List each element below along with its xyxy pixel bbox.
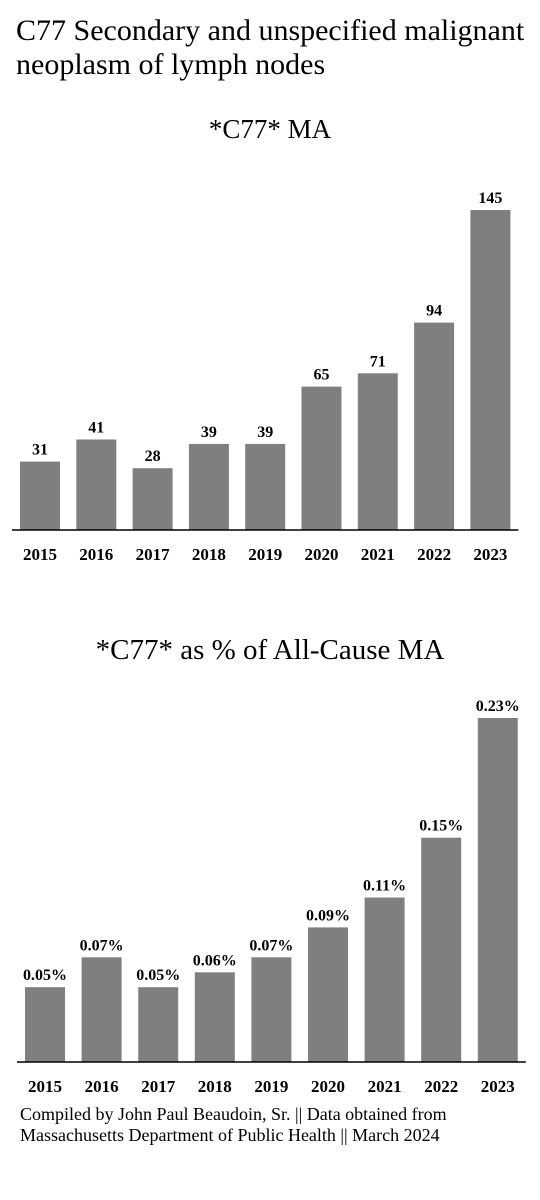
- data-label-2018: 39: [201, 424, 217, 441]
- x-tick-label-2018: 2018: [198, 1077, 232, 1096]
- bar-2016: [76, 439, 117, 530]
- x-tick-label-2022: 2022: [424, 1077, 458, 1096]
- data-label-2021: 0.11%: [363, 878, 406, 895]
- x-tick-label-2018: 2018: [192, 545, 226, 564]
- data-label-2020: 0.09%: [306, 907, 350, 924]
- x-tick-label-2019: 2019: [248, 545, 282, 564]
- x-tick-label-2020: 2020: [311, 1077, 345, 1096]
- chart-title: *C77* MA: [208, 114, 332, 144]
- x-tick-label-2021: 2021: [368, 1077, 402, 1096]
- data-label-2023: 0.23%: [476, 698, 520, 715]
- bar-2021: [357, 373, 398, 530]
- bar-chart-percent: 0.05% 2015 0.07% 2016 0.05% 2017 0.06% 2018 0.07…: [17, 698, 526, 1096]
- x-tick-label-2022: 2022: [417, 545, 451, 564]
- x-tick-label-2017: 2017: [136, 545, 171, 564]
- bar-2019: [251, 957, 292, 1062]
- x-tick-label-2017: 2017: [141, 1077, 176, 1096]
- x-tick-label-2023: 2023: [481, 1077, 515, 1096]
- bar-2021: [364, 897, 405, 1062]
- bar-2022: [414, 322, 455, 530]
- data-label-2022: 0.15%: [419, 818, 463, 835]
- data-label-2017: 0.05%: [136, 967, 180, 984]
- bar-2017: [132, 468, 173, 530]
- bar-2023: [477, 718, 518, 1062]
- bar-2023: [470, 210, 511, 530]
- x-tick-label-2016: 2016: [85, 1077, 119, 1096]
- bar-2018: [194, 972, 235, 1062]
- data-label-2018: 0.06%: [193, 952, 237, 969]
- chart-percent: *C77* as % of All-Cause MA 0.05% 2015 0.07…: [0, 630, 540, 1100]
- data-label-2022: 94: [426, 303, 442, 320]
- data-label-2019: 0.07%: [249, 937, 293, 954]
- data-label-2020: 65: [314, 367, 330, 384]
- page-title: C77 Secondary and unspecified malignant …: [16, 14, 525, 81]
- bar-2018: [188, 443, 229, 530]
- bar-2016: [81, 957, 122, 1062]
- data-label-2021: 71: [370, 353, 386, 370]
- chart-count: *C77* MA 31 2015 41 2016 28 2017 39 2018 39 2019 6…: [0, 110, 540, 580]
- x-tick-label-2015: 2015: [28, 1077, 62, 1096]
- data-label-2017: 28: [145, 448, 161, 465]
- x-tick-label-2021: 2021: [361, 545, 395, 564]
- bar-2019: [245, 443, 286, 530]
- bar-chart-count: 31 2015 41 2016 28 2017 39 2018 39 2019 65 2020 71 20…: [12, 190, 519, 564]
- x-tick-label-2023: 2023: [473, 545, 507, 564]
- data-label-2015: 31: [32, 442, 48, 459]
- data-label-2019: 39: [257, 424, 273, 441]
- x-tick-label-2019: 2019: [254, 1077, 288, 1096]
- bar-2020: [308, 927, 348, 1062]
- bar-2020: [301, 386, 342, 530]
- x-tick-label-2015: 2015: [23, 545, 57, 564]
- bar-2015: [25, 987, 65, 1062]
- data-label-2015: 0.05%: [23, 967, 67, 984]
- bar-2022: [421, 837, 462, 1062]
- chart-title: *C77* as % of All-Cause MA: [95, 634, 445, 666]
- footer-credits: Compiled by John Paul Beaudoin, Sr. || D…: [20, 1104, 447, 1145]
- x-tick-label-2016: 2016: [79, 545, 113, 564]
- data-label-2023: 145: [478, 190, 502, 207]
- data-label-2016: 41: [88, 420, 104, 437]
- bar-2015: [20, 461, 60, 530]
- bar-2017: [138, 987, 179, 1062]
- data-label-2016: 0.07%: [80, 937, 124, 954]
- x-tick-label-2020: 2020: [305, 545, 339, 564]
